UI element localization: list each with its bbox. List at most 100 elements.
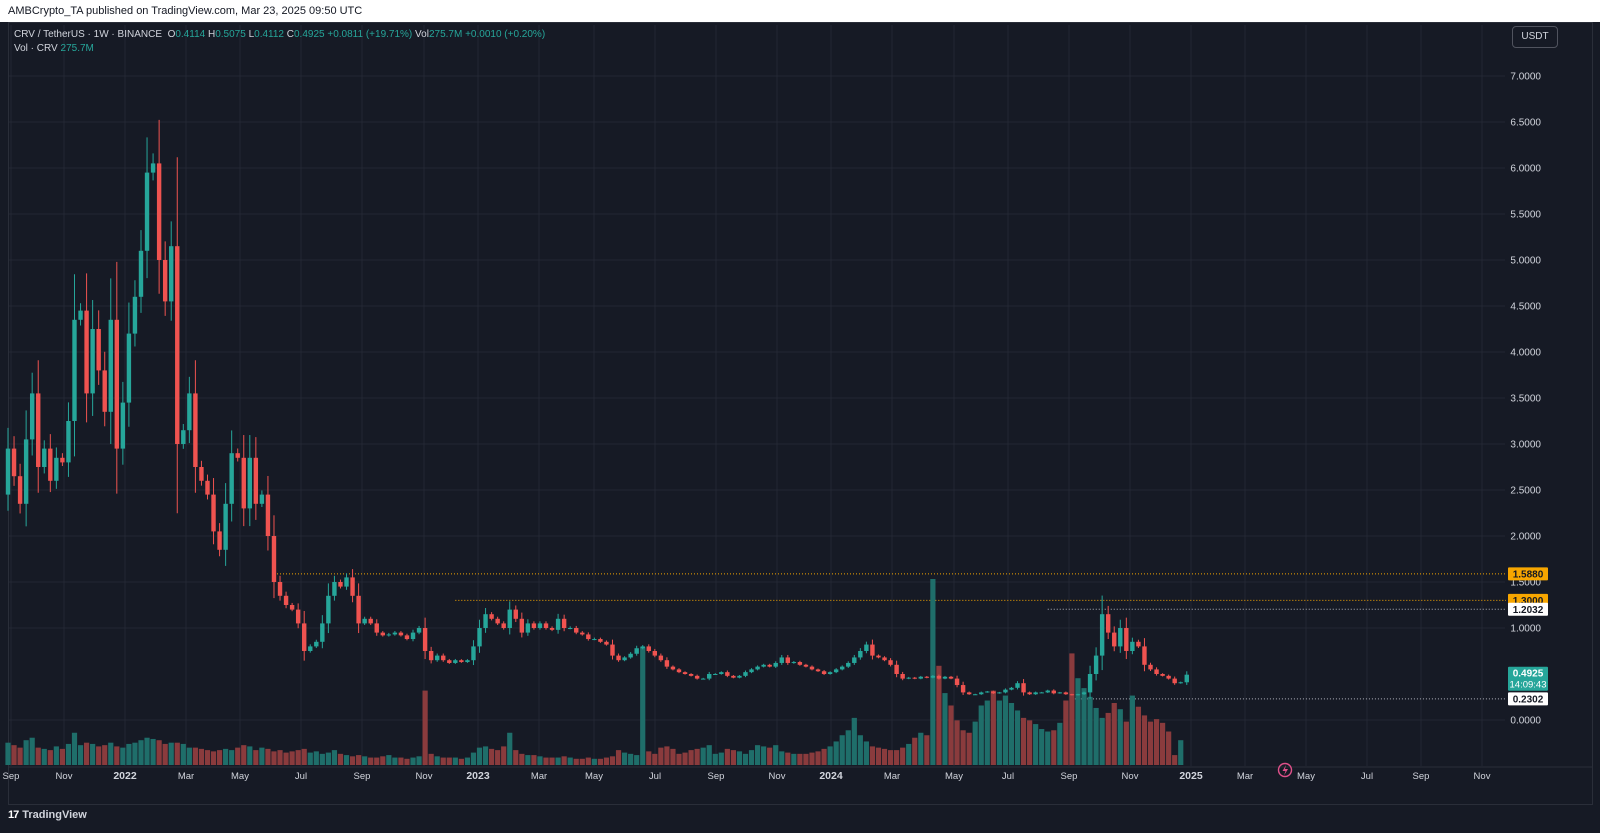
volume-bar	[1172, 755, 1178, 765]
price-label-box	[1508, 602, 1548, 616]
x-tick-label: Jul	[295, 771, 307, 782]
x-tick-label: Jul	[649, 771, 661, 782]
candle-body	[713, 674, 718, 675]
volume-bar	[235, 747, 241, 765]
candle-body	[700, 678, 706, 680]
price-label-text: 1.3000	[1513, 596, 1544, 607]
volume-bar	[930, 579, 936, 765]
volume-bar	[476, 747, 483, 765]
volume-bar	[337, 753, 344, 765]
x-tick-label: Nov	[416, 771, 433, 782]
x-tick-label: Mar	[884, 771, 900, 782]
volume-bar	[839, 735, 845, 765]
candle-body	[628, 653, 633, 658]
volume-bar	[416, 756, 422, 765]
candle-body	[36, 393, 41, 467]
volume-bar	[1033, 724, 1039, 765]
volume-bar	[543, 757, 549, 765]
vol-change: +0.0010 (+0.20%)	[465, 29, 546, 40]
volume-bar	[210, 751, 217, 765]
candle-body	[707, 674, 712, 679]
volume-bar	[833, 741, 839, 765]
candle-body	[132, 296, 138, 334]
x-tick-label: Sep	[1413, 771, 1430, 782]
candle-body	[991, 691, 996, 694]
candle-body	[368, 618, 373, 624]
volume-bar	[924, 735, 930, 765]
candle-body	[102, 370, 107, 412]
candle-body	[1069, 694, 1075, 696]
volume-bar	[851, 717, 857, 765]
candle-body	[549, 628, 555, 630]
y-tick-label: 1.5000	[1510, 578, 1541, 589]
candle-body	[465, 660, 470, 663]
volume-bar	[428, 753, 434, 765]
volume-bar	[1057, 722, 1063, 765]
candle-body	[380, 632, 385, 636]
volume-bar	[331, 750, 338, 765]
candle-body	[743, 672, 748, 676]
price-label-box	[1508, 692, 1548, 706]
volume-bar	[694, 748, 700, 765]
candle-body	[277, 582, 283, 596]
candle-body	[144, 172, 150, 251]
candle-body	[1063, 692, 1069, 695]
volume-bar	[670, 748, 676, 765]
volume-bar	[35, 747, 41, 765]
candle-body	[773, 662, 778, 667]
volume-bar	[845, 730, 851, 765]
low-label: L	[248, 29, 255, 40]
volume-bar	[700, 747, 706, 765]
candle-body	[1003, 689, 1008, 693]
volume-bar	[47, 750, 53, 765]
volume-bar	[894, 750, 900, 765]
volume-bar	[821, 748, 827, 765]
lightning-icon[interactable]	[1277, 762, 1293, 778]
currency-button[interactable]: USDT	[1512, 26, 1558, 48]
candle-body	[1093, 655, 1099, 674]
candle-body	[78, 310, 83, 320]
candle-body	[308, 646, 313, 651]
volume-bar	[120, 747, 126, 765]
symbol-label[interactable]: CRV / TetherUS · 1W · BINANCE	[14, 29, 162, 40]
volume-bar	[936, 665, 942, 765]
volume-bar	[23, 740, 29, 765]
volume-bar	[216, 750, 223, 765]
volume-bar	[900, 747, 906, 765]
volume-bar	[1153, 719, 1160, 765]
price-label-text: 1.2032	[1513, 605, 1544, 616]
candle-body	[622, 657, 627, 661]
volume-bar	[1020, 717, 1027, 765]
x-tick-label: 2022	[113, 770, 137, 782]
candle-body	[126, 333, 132, 403]
volume-bar	[591, 758, 597, 765]
candle-body	[422, 628, 428, 651]
candle-body	[398, 632, 404, 636]
open-value: 0.4114	[175, 29, 206, 40]
volume-series-label[interactable]: Vol · CRV	[14, 43, 58, 54]
volume-bar	[706, 745, 712, 765]
candle-body	[1105, 614, 1111, 633]
candle-body	[84, 310, 89, 394]
candle-body	[187, 393, 192, 431]
volume-bar	[869, 746, 876, 765]
candle-body	[1178, 682, 1183, 684]
volume-bar	[634, 755, 640, 765]
volume-bar	[374, 757, 380, 765]
x-tick-label: 2025	[1179, 770, 1203, 782]
candle-body	[241, 457, 246, 509]
candle-body	[785, 657, 791, 663]
published-header: AMBCrypto_TA published on TradingView.co…	[0, 0, 1600, 22]
volume-bar	[1014, 710, 1021, 765]
candle-body	[646, 646, 651, 651]
volume-bar	[628, 753, 634, 765]
candle-body	[283, 595, 289, 605]
volume-bar	[767, 747, 773, 765]
volume-bar	[1075, 678, 1081, 765]
volume-bar	[150, 738, 156, 765]
volume-bar	[489, 748, 495, 765]
volume-bar	[283, 752, 289, 765]
candle-body	[23, 439, 29, 504]
candle-body	[434, 655, 440, 661]
